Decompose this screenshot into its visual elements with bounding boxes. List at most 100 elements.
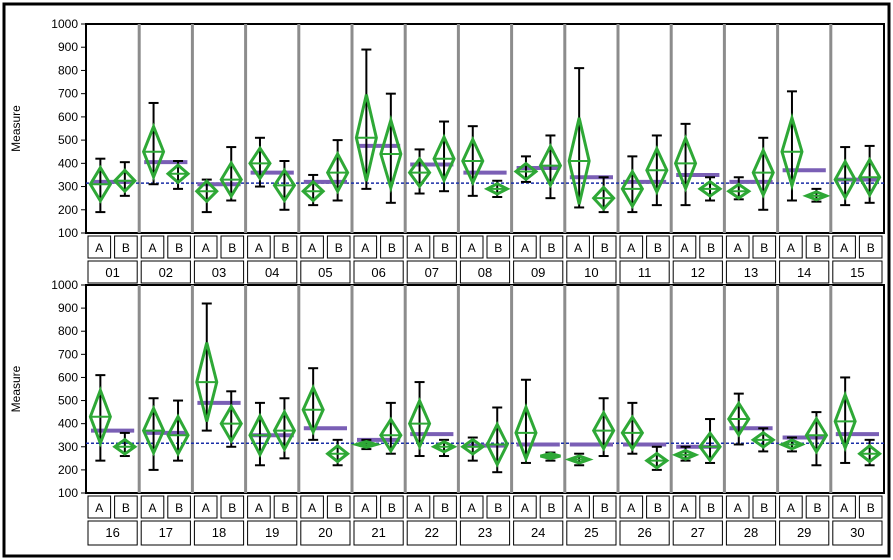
y-tick-label: 200: [58, 463, 78, 477]
subgroup-cell: [273, 495, 298, 519]
mean-diamond: [461, 135, 485, 187]
subgroup-label: B: [494, 501, 502, 515]
group-cell: [672, 520, 723, 546]
mean-diamond: [88, 385, 112, 448]
mean-diamond: [300, 179, 326, 203]
y-tick-label: 1000: [51, 278, 78, 292]
subgroup-label: A: [95, 241, 103, 255]
group-label: 21: [371, 525, 385, 540]
subgroup-cell: [459, 235, 484, 259]
group-cell: [832, 260, 883, 284]
group-label: 17: [159, 525, 173, 540]
mean-diamond: [430, 440, 458, 454]
subgroup-label: A: [787, 241, 795, 255]
y-tick-label: 300: [58, 180, 78, 194]
subgroup-cell: [858, 495, 883, 519]
group-label: 03: [212, 265, 226, 280]
subgroup-cell: [832, 495, 856, 519]
y-tick-label: 500: [58, 394, 78, 408]
mean-diamond: [644, 451, 670, 470]
subgroup-cell: [619, 235, 644, 259]
group-cell: [87, 260, 138, 284]
mean-diamond: [671, 448, 700, 461]
group-label: 25: [584, 525, 598, 540]
group-label: 24: [531, 525, 545, 540]
subgroup-cell: [193, 235, 218, 259]
group-cell: [779, 520, 830, 546]
group-cell: [832, 520, 883, 546]
group-cell: [725, 260, 777, 284]
group-label: 01: [105, 265, 119, 280]
subgroup-cell: [87, 235, 112, 259]
subgroup-label: B: [175, 241, 183, 255]
subgroup-label: B: [122, 501, 130, 515]
subgroup-cell: [486, 495, 511, 519]
mean-diamond: [620, 168, 645, 210]
subgroup-cell: [326, 235, 351, 259]
mean-diamond: [698, 430, 722, 463]
subgroup-cell: [725, 495, 750, 519]
mean-diamond: [112, 437, 138, 456]
y-tick-label: 300: [58, 440, 78, 454]
subgroup-label: A: [202, 241, 210, 255]
subgroup-cell: [699, 495, 723, 519]
subgroup-cell: [752, 495, 777, 519]
y-axis-title: Measure: [9, 105, 23, 152]
subgroup-label: A: [521, 501, 529, 515]
group-cell: [247, 260, 298, 284]
subgroup-cell: [167, 495, 191, 519]
mean-diamond: [591, 185, 616, 212]
mean-diamond: [219, 403, 243, 444]
mean-diamond: [354, 94, 378, 182]
subgroup-label: A: [787, 501, 795, 515]
plot-area: [85, 284, 885, 494]
subgroup-label: B: [228, 241, 236, 255]
group-cell: [353, 520, 404, 546]
group-cell: [300, 520, 351, 546]
group-cell: [193, 520, 245, 546]
group-cell: [193, 260, 245, 284]
subgroup-cell: [220, 235, 245, 259]
subgroup-cell: [779, 495, 803, 519]
mean-diamond: [194, 178, 219, 204]
subgroup-cell: [140, 235, 165, 259]
mean-diamond: [248, 412, 272, 458]
mean-diamond: [141, 122, 166, 181]
mean-diamond: [272, 408, 297, 453]
mean-diamond: [112, 168, 137, 194]
subgroup-label: A: [680, 501, 688, 515]
mean-diamond: [833, 158, 857, 201]
subgroup-label: A: [574, 501, 582, 515]
subgroup-cell: [247, 235, 271, 259]
subgroup-cell: [326, 495, 351, 519]
subgroup-cell: [539, 495, 564, 519]
group-label: 13: [744, 265, 758, 280]
mean-diamond: [857, 156, 882, 198]
subgroup-label: A: [202, 501, 210, 515]
subgroup-label: A: [627, 501, 635, 515]
subgroup-label: B: [654, 241, 662, 255]
group-label: 11: [638, 265, 652, 280]
subgroup-cell: [167, 235, 191, 259]
group-label: 19: [265, 525, 279, 540]
subgroup-cell: [193, 495, 218, 519]
subgroup-cell: [513, 235, 537, 259]
subgroup-cell: [406, 495, 431, 519]
mean-diamond: [751, 146, 775, 199]
subgroup-cell: [273, 235, 298, 259]
subgroup-cell: [406, 235, 431, 259]
subgroup-label: A: [680, 241, 688, 255]
mean-diamond: [697, 179, 723, 198]
group-label: 28: [744, 525, 758, 540]
group-cell: [513, 260, 564, 284]
subgroup-label: B: [441, 241, 449, 255]
mean-diamond: [514, 402, 538, 463]
mean-diamond: [301, 383, 325, 436]
subgroup-label: A: [840, 501, 848, 515]
subgroup-label: A: [734, 501, 742, 515]
group-cell: [406, 520, 457, 546]
y-tick-label: 400: [58, 417, 78, 431]
mean-diamond: [379, 114, 403, 194]
mean-diamond: [483, 182, 511, 196]
y-tick-label: 1000: [51, 17, 78, 31]
